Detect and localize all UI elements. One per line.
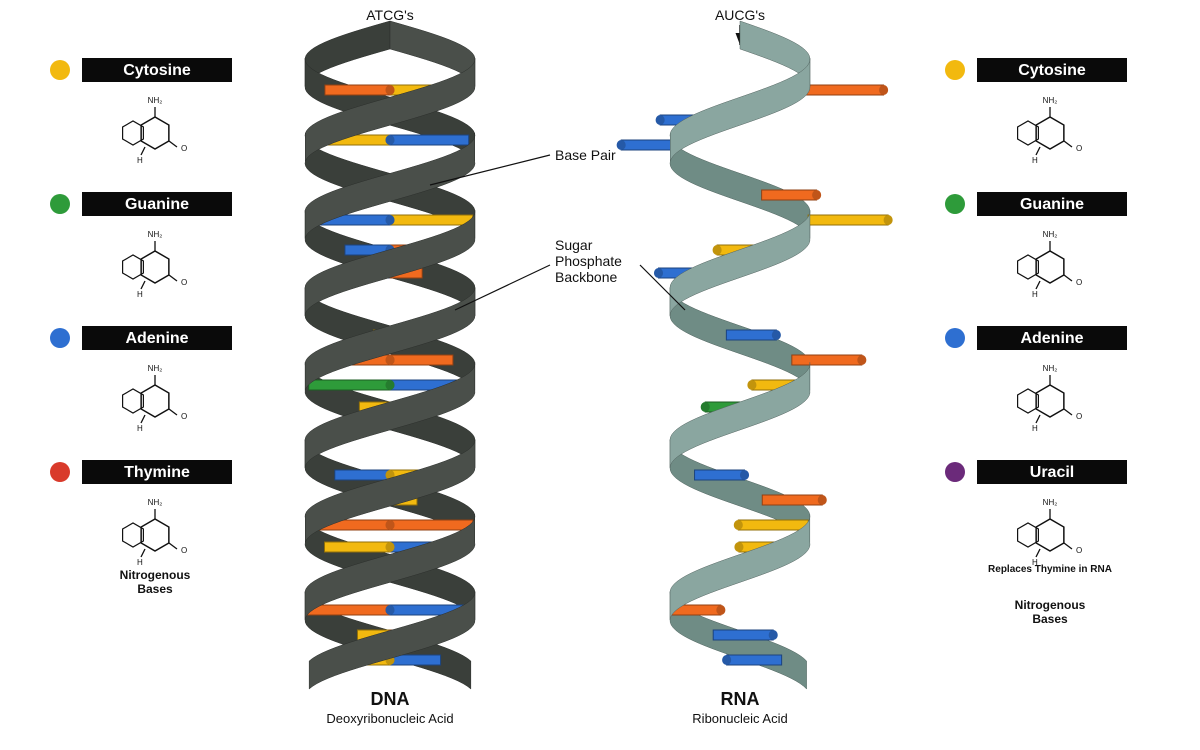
annotation-text: Backbone [555, 269, 617, 285]
svg-text:NH₂: NH₂ [1043, 230, 1058, 239]
backbone-front [670, 362, 810, 467]
legend-dot-adenine [945, 328, 965, 348]
rung [390, 135, 469, 145]
svg-text:H: H [137, 558, 143, 567]
rung [792, 355, 862, 365]
rung [727, 655, 782, 665]
rung [726, 330, 776, 340]
svg-text:NH₂: NH₂ [1043, 96, 1058, 105]
legend-label: Cytosine [1018, 62, 1086, 79]
annotation-text: Sugar [555, 237, 593, 253]
legend-footer: Bases [1032, 612, 1068, 626]
rung [390, 215, 473, 225]
rung [325, 85, 390, 95]
legend-label: Cytosine [123, 62, 191, 79]
backbone-front [305, 362, 475, 467]
dna-helix: ATCG's DNA Deoxyribonucleic Acid [305, 7, 475, 726]
svg-text:H: H [137, 424, 143, 433]
legend-label: Guanine [1020, 196, 1084, 213]
svg-text:O: O [1076, 546, 1082, 555]
legend-label: Adenine [1020, 330, 1083, 347]
dna-subtitle: Deoxyribonucleic Acid [326, 711, 453, 726]
legend-dot-thymine [50, 462, 70, 482]
backbone-front [305, 288, 475, 391]
rna-helix: AUCG's RNA Ribonucleic Acid [617, 7, 893, 726]
legend-dot-uracil [945, 462, 965, 482]
annotation: SugarPhosphateBackbone [455, 237, 685, 310]
rung [695, 470, 745, 480]
structure-cytosine: NH₂ O H [123, 96, 188, 165]
rung [325, 542, 390, 552]
legend-footer: Bases [137, 582, 173, 596]
structure-adenine: NH₂ O H [1018, 364, 1083, 433]
legend-dot-guanine [50, 194, 70, 214]
structure-thymine: NH₂ O H [123, 498, 188, 567]
svg-text:O: O [1076, 412, 1082, 421]
svg-text:O: O [181, 278, 187, 287]
legend-dot-cytosine [50, 60, 70, 80]
rung [390, 520, 473, 530]
rung [738, 520, 808, 530]
backbone-front [670, 210, 810, 315]
rna-subtitle: Ribonucleic Acid [692, 711, 787, 726]
svg-text:O: O [181, 144, 187, 153]
rung [390, 355, 453, 365]
legend-label: Uracil [1030, 464, 1074, 481]
rung [762, 190, 817, 200]
rna-header: AUCG's [715, 7, 765, 23]
legend-dot-adenine [50, 328, 70, 348]
svg-text:H: H [137, 156, 143, 165]
uracil-note: Replaces Thymine in RNA [988, 564, 1112, 575]
svg-text:O: O [181, 546, 187, 555]
annotation-text: Phosphate [555, 253, 622, 269]
legend-dot-guanine [945, 194, 965, 214]
legend-footer: Nitrogenous [1015, 598, 1086, 612]
dna-title: DNA [371, 689, 410, 709]
svg-text:NH₂: NH₂ [148, 96, 163, 105]
structure-adenine: NH₂ O H [123, 364, 188, 433]
legend-footer: Nitrogenous [120, 568, 191, 582]
svg-text:O: O [1076, 278, 1082, 287]
backbone-back [670, 133, 810, 238]
svg-text:H: H [137, 290, 143, 299]
legend-label: Adenine [125, 330, 188, 347]
backbone-front [670, 58, 810, 161]
svg-text:NH₂: NH₂ [148, 498, 163, 507]
svg-text:NH₂: NH₂ [1043, 364, 1058, 373]
structure-guanine: NH₂ O H [123, 230, 188, 299]
svg-text:H: H [1032, 290, 1038, 299]
rung [808, 215, 888, 225]
dna-header: ATCG's [366, 7, 414, 23]
rung [309, 380, 390, 390]
rung [713, 630, 773, 640]
structure-cytosine: NH₂ O H [1018, 96, 1083, 165]
legend-label: Thymine [124, 464, 190, 481]
svg-text:O: O [1076, 144, 1082, 153]
rung [621, 140, 671, 150]
annotation-text: Base Pair [555, 147, 616, 163]
right_legend-legend: Cytosine NH₂ O H Guanine NH₂ O H Adenine NH₂ O H Ura… [945, 58, 1127, 626]
legend-dot-cytosine [945, 60, 965, 80]
svg-text:NH₂: NH₂ [148, 364, 163, 373]
left_legend-legend: Cytosine NH₂ O H Guanine NH₂ O H Adenine NH₂ O H Thy… [50, 58, 232, 596]
rna-rungs [617, 85, 893, 665]
legend-label: Guanine [125, 196, 189, 213]
backbone-front [305, 58, 475, 161]
svg-text:H: H [1032, 156, 1038, 165]
rna-title: RNA [721, 689, 760, 709]
svg-text:NH₂: NH₂ [148, 230, 163, 239]
backbone-front [305, 210, 475, 315]
svg-text:H: H [1032, 424, 1038, 433]
rung [335, 470, 390, 480]
structure-guanine: NH₂ O H [1018, 230, 1083, 299]
rung [762, 495, 822, 505]
svg-text:O: O [181, 412, 187, 421]
svg-text:NH₂: NH₂ [1043, 498, 1058, 507]
structure-uracil: NH₂OH [1018, 498, 1083, 567]
